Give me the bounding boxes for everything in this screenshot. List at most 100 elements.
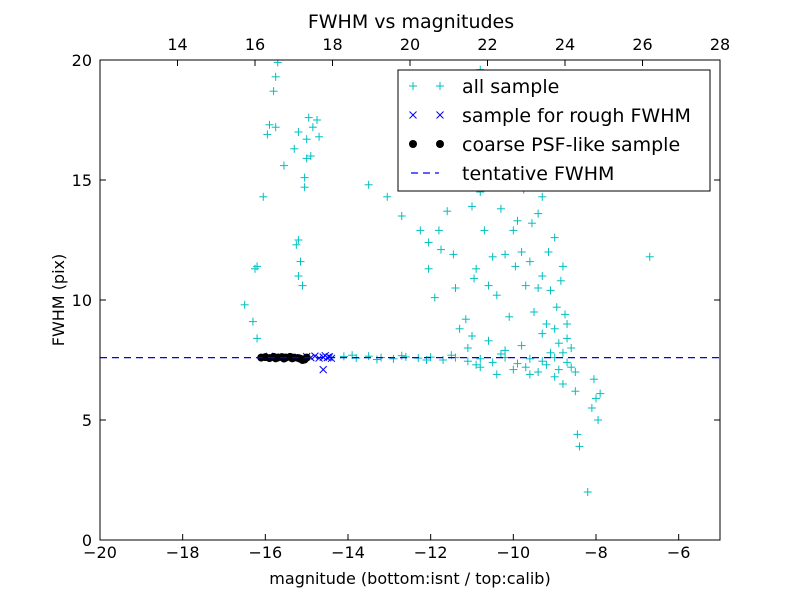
y-tick-label-1: 5: [82, 411, 92, 430]
x-tick-label-1: −18: [166, 543, 200, 562]
y-tick-label-3: 15: [72, 171, 92, 190]
all-sample-point-147: [546, 348, 555, 357]
all-sample-point-141: [397, 351, 406, 360]
all-sample-point-66: [538, 192, 547, 201]
all-sample-point-17: [296, 257, 305, 266]
all-sample-point-117: [558, 380, 567, 388]
all-sample-point-75: [558, 348, 567, 357]
y-tick-label-4: 20: [72, 51, 92, 70]
all-sample-point-13: [290, 144, 299, 153]
all-sample-point-46: [470, 274, 479, 283]
all-sample-point-131: [476, 354, 485, 363]
legend-marker-coarse-psf-like-sample-a-dot: [409, 140, 417, 148]
all-sample-point-51: [488, 252, 497, 261]
all-sample-point-38: [437, 245, 445, 254]
all-sample-point-28: [315, 132, 324, 141]
all-sample-point-3: [251, 264, 259, 273]
all-sample-point-102: [558, 262, 567, 271]
rough-fwhm-point-10-b: [327, 354, 336, 363]
all-sample-point-65: [534, 284, 543, 292]
all-sample-point-35: [424, 264, 433, 273]
all-sample-point-4: [253, 334, 262, 343]
all-sample-point-8: [271, 72, 280, 81]
all-sample-point-82: [583, 488, 592, 496]
legend-marker-coarse-psf-like-sample-b-dot: [436, 140, 444, 148]
all-sample-point-15: [292, 240, 301, 249]
all-sample-point-12: [279, 161, 288, 170]
all-sample-point-23: [302, 135, 311, 144]
all-sample-point-69: [544, 248, 553, 256]
all-sample-point-31: [397, 212, 406, 220]
all-sample-point-83: [587, 404, 596, 412]
all-sample-point-134: [513, 359, 522, 368]
all-sample-point-113: [509, 365, 518, 374]
legend-marker-coarse-psf-like-sample-b: [436, 140, 444, 148]
all-sample-point-14: [294, 128, 303, 136]
all-sample-point-52: [492, 291, 501, 300]
legend-marker-sample-for-rough-fwhm-b-b: [436, 111, 444, 119]
all-sample-point-53: [496, 204, 505, 213]
all-sample-point-22: [302, 154, 311, 163]
all-sample-point-67: [538, 272, 547, 280]
all-sample-point-27: [313, 116, 321, 124]
chart-title: FWHM vs magnitudes: [308, 11, 514, 33]
all-sample-point-108: [468, 332, 476, 340]
all-sample-point-140: [372, 355, 381, 364]
top-x-tick-label-6: 26: [632, 35, 652, 54]
all-sample-point-55: [505, 312, 514, 321]
all-sample-point-107: [484, 336, 493, 345]
x-tick-label-6: −8: [584, 543, 608, 562]
all-sample-point-135: [525, 354, 534, 363]
all-sample-point-80: [573, 430, 582, 439]
all-sample-point-49: [480, 226, 489, 235]
legend-marker-coarse-psf-like-sample-a: [409, 140, 417, 148]
all-sample-point-57: [511, 262, 520, 271]
x-tick-label-3: −14: [331, 543, 365, 562]
rough-fwhm-point-10: [327, 354, 336, 363]
all-sample-point-50: [484, 281, 493, 290]
all-sample-point-29: [364, 180, 373, 189]
top-x-tick-label-2: 18: [322, 35, 342, 54]
legend-marker-sample-for-rough-fwhm-a-b: [409, 111, 417, 119]
all-sample-point-11: [271, 123, 280, 132]
all-sample-point-110: [550, 372, 559, 381]
all-sample-point-41: [451, 284, 460, 292]
x-tick-label-5: −10: [496, 543, 530, 562]
all-sample-point-122: [364, 352, 373, 361]
top-x-tick-label-3: 20: [400, 35, 420, 54]
all-sample-point-86: [645, 252, 654, 261]
all-sample-point-109: [534, 368, 543, 376]
all-sample-point-130: [463, 357, 472, 366]
all-sample-point-105: [517, 341, 526, 350]
x-tick-label-7: −6: [667, 543, 691, 562]
top-x-tick-label-1: 16: [245, 35, 265, 54]
all-sample-point-138: [563, 358, 572, 367]
all-sample-point-145: [496, 350, 505, 358]
rough-fwhm-point-8-b: [323, 353, 332, 362]
rough-fwhm-point-12: [319, 365, 328, 374]
all-sample-point-56: [509, 226, 518, 235]
all-sample-point-111: [567, 363, 576, 372]
all-sample-point-54: [501, 250, 510, 259]
all-sample-point-76: [561, 310, 569, 319]
all-sample-point-59: [517, 248, 526, 256]
all-sample-point-64: [530, 308, 538, 316]
all-sample-point-144: [472, 360, 481, 369]
all-sample-point-125: [401, 352, 410, 361]
top-x-tick-label-0: 14: [167, 35, 187, 54]
all-sample-point-62: [525, 257, 534, 266]
all-sample-point-45: [468, 202, 476, 211]
x-axis-label: magnitude (bottom:isnt / top:calib): [269, 569, 550, 588]
all-sample-point-101: [550, 233, 559, 242]
all-sample-point-16: [294, 236, 303, 244]
all-sample-point-37: [430, 293, 439, 302]
all-sample-point-18: [294, 272, 303, 280]
all-sample-point-40: [449, 250, 458, 259]
all-sample-point-112: [525, 370, 534, 379]
legend-marker-all-sample-b: [436, 82, 444, 90]
all-sample-point-103: [563, 320, 572, 328]
all-sample-point-58: [513, 216, 522, 225]
x-tick-label-0: −20: [83, 543, 117, 562]
all-sample-point-74: [556, 276, 565, 285]
